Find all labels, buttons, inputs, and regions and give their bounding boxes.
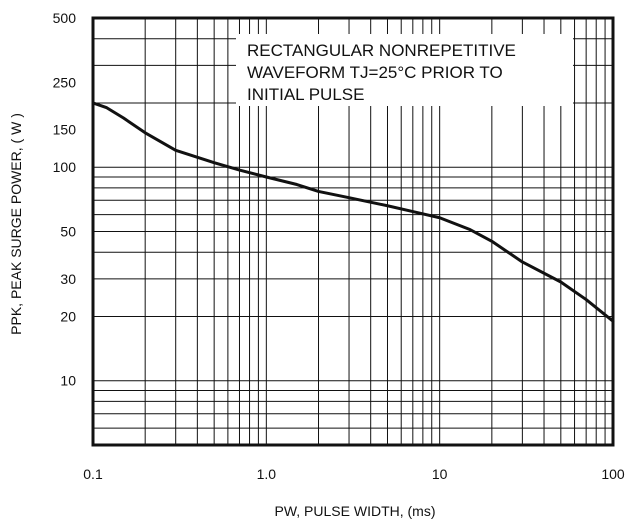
x-tick-label: 1.0 — [257, 466, 277, 482]
annotation-line-3: INITIAL PULSE — [247, 85, 364, 104]
x-axis-title: PW, PULSE WIDTH, (ms) — [275, 503, 436, 519]
y-tick-label: 30 — [60, 271, 76, 287]
y-tick-label: 20 — [60, 308, 76, 324]
y-tick-label: 10 — [60, 373, 76, 389]
x-tick-label: 0.1 — [83, 466, 103, 482]
y-tick-label: 100 — [53, 159, 77, 175]
y-tick-label: 150 — [53, 122, 77, 138]
plot-frame — [91, 16, 615, 447]
x-tick-label: 100 — [601, 466, 625, 482]
x-tick-label: 10 — [432, 466, 448, 482]
y-tick-label: 500 — [53, 10, 77, 26]
y-axis-title: PPK, PEAK SURGE POWER, ( W ) — [8, 113, 24, 335]
annotation-line-1: RECTANGULAR NONREPETITIVE — [247, 41, 516, 60]
y-tick-labels: 10 20 30 50 100 150 250 500 — [53, 10, 77, 389]
x-tick-labels: 0.1 1.0 10 100 — [83, 466, 625, 482]
annotation-box — [236, 34, 573, 106]
series-line — [91, 101, 615, 323]
y-tick-label: 50 — [60, 224, 76, 240]
y-tick-label: 250 — [53, 74, 77, 90]
annotation-line-2: WAVEFORM TJ=25°C PRIOR TO — [247, 63, 503, 82]
